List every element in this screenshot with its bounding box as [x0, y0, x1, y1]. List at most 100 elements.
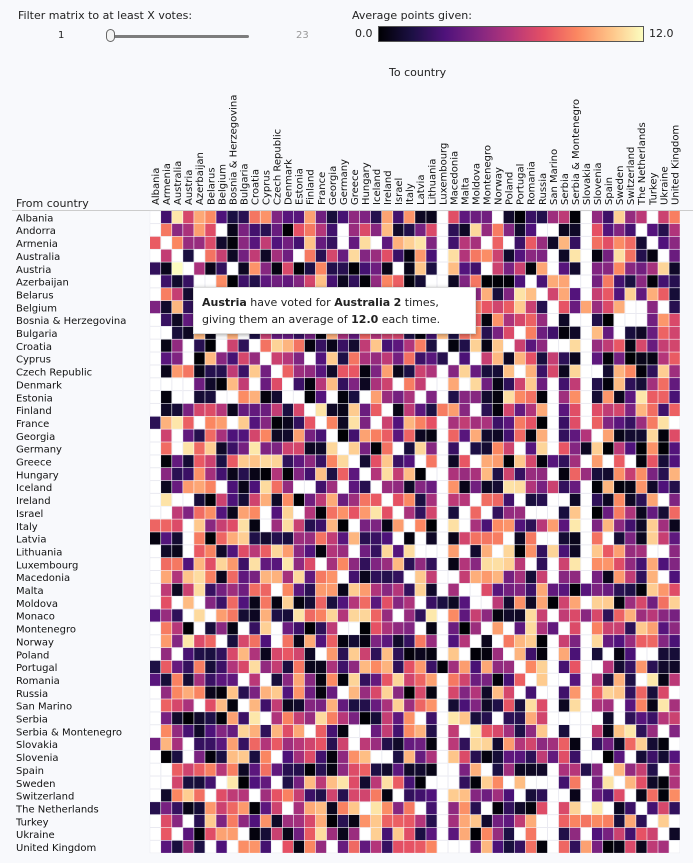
matrix-cell[interactable]: [658, 609, 669, 622]
matrix-cell[interactable]: [592, 635, 603, 648]
matrix-cell[interactable]: [647, 763, 658, 776]
matrix-cell[interactable]: [592, 506, 603, 519]
matrix-cell[interactable]: [249, 377, 261, 391]
matrix-cell[interactable]: [371, 211, 382, 224]
matrix-cell[interactable]: [669, 378, 680, 391]
matrix-cell[interactable]: [569, 609, 581, 622]
matrix-cell[interactable]: [337, 480, 349, 494]
matrix-cell[interactable]: [603, 622, 614, 635]
matrix-cell[interactable]: [183, 596, 194, 609]
matrix-cell[interactable]: [580, 223, 592, 237]
matrix-cell[interactable]: [547, 647, 559, 661]
matrix-cell[interactable]: [669, 429, 680, 442]
matrix-cell[interactable]: [382, 506, 393, 519]
matrix-cell[interactable]: [536, 827, 548, 841]
matrix-cell[interactable]: [558, 737, 570, 751]
matrix-cell[interactable]: [172, 622, 183, 635]
matrix-cell[interactable]: [371, 699, 382, 712]
matrix-cell[interactable]: [293, 493, 305, 506]
matrix-cell[interactable]: [149, 493, 161, 507]
matrix-cell[interactable]: [492, 686, 503, 699]
matrix-cell[interactable]: [580, 840, 592, 853]
matrix-cell[interactable]: [271, 236, 282, 249]
matrix-cell[interactable]: [614, 442, 625, 455]
matrix-cell[interactable]: [172, 570, 183, 584]
matrix-cell[interactable]: [503, 827, 515, 841]
matrix-cell[interactable]: [592, 776, 603, 789]
matrix-cell[interactable]: [547, 223, 559, 237]
matrix-cell[interactable]: [404, 480, 415, 494]
matrix-cell[interactable]: [149, 365, 161, 378]
matrix-cell[interactable]: [359, 211, 371, 224]
matrix-cell[interactable]: [415, 365, 426, 378]
matrix-cell[interactable]: [603, 313, 614, 327]
matrix-cell[interactable]: [558, 699, 570, 712]
matrix-cell[interactable]: [315, 211, 327, 224]
matrix-cell[interactable]: [315, 339, 327, 352]
matrix-cell[interactable]: [448, 776, 460, 789]
matrix-cell[interactable]: [337, 532, 349, 545]
matrix-cell[interactable]: [426, 390, 437, 404]
matrix-cell[interactable]: [393, 699, 404, 712]
matrix-cell[interactable]: [647, 519, 658, 532]
matrix-cell[interactable]: [437, 493, 448, 507]
matrix-cell[interactable]: [172, 262, 183, 275]
matrix-cell[interactable]: [547, 545, 559, 558]
matrix-cell[interactable]: [669, 390, 680, 404]
matrix-cell[interactable]: [337, 596, 349, 609]
matrix-cell[interactable]: [315, 570, 327, 584]
matrix-cell[interactable]: [293, 635, 305, 648]
matrix-cell[interactable]: [315, 673, 327, 686]
matrix-cell[interactable]: [625, 275, 636, 288]
matrix-cell[interactable]: [448, 763, 460, 776]
matrix-cell[interactable]: [636, 455, 647, 468]
matrix-cell[interactable]: [547, 416, 559, 430]
matrix-cell[interactable]: [371, 275, 382, 288]
matrix-cell[interactable]: [359, 506, 371, 519]
matrix-cell[interactable]: [503, 557, 515, 571]
matrix-cell[interactable]: [569, 699, 581, 712]
matrix-cell[interactable]: [205, 339, 216, 352]
matrix-cell[interactable]: [625, 403, 636, 416]
matrix-cell[interactable]: [238, 545, 249, 558]
matrix-cell[interactable]: [315, 635, 327, 648]
matrix-cell[interactable]: [182, 544, 194, 558]
matrix-cell[interactable]: [249, 545, 260, 558]
matrix-cell[interactable]: [437, 634, 448, 648]
matrix-cell[interactable]: [492, 532, 503, 545]
matrix-cell[interactable]: [216, 365, 227, 378]
matrix-cell[interactable]: [227, 545, 238, 558]
matrix-cell[interactable]: [558, 609, 570, 622]
matrix-cell[interactable]: [547, 750, 559, 763]
matrix-cell[interactable]: [536, 275, 548, 288]
matrix-cell[interactable]: [647, 596, 658, 609]
matrix-cell[interactable]: [371, 776, 382, 789]
matrix-cell[interactable]: [304, 750, 316, 763]
matrix-cell[interactable]: [558, 583, 570, 596]
matrix-cell[interactable]: [249, 776, 260, 789]
matrix-cell[interactable]: [669, 635, 680, 648]
matrix-cell[interactable]: [481, 442, 492, 455]
matrix-cell[interactable]: [271, 249, 282, 262]
matrix-cell[interactable]: [437, 750, 448, 764]
matrix-cell[interactable]: [636, 699, 647, 712]
matrix-cell[interactable]: [448, 262, 459, 275]
matrix-cell[interactable]: [669, 802, 680, 815]
matrix-cell[interactable]: [492, 378, 503, 391]
matrix-cell[interactable]: [580, 763, 592, 776]
matrix-cell[interactable]: [149, 544, 161, 558]
matrix-cell[interactable]: [503, 365, 515, 378]
matrix-cell[interactable]: [658, 686, 669, 699]
matrix-cell[interactable]: [149, 313, 161, 327]
matrix-cell[interactable]: [238, 480, 249, 494]
matrix-cell[interactable]: [359, 493, 371, 506]
matrix-cell[interactable]: [271, 532, 282, 545]
matrix-cell[interactable]: [592, 699, 603, 712]
matrix-cell[interactable]: [293, 532, 305, 545]
matrix-cell[interactable]: [359, 840, 371, 853]
matrix-cell[interactable]: [481, 532, 492, 545]
matrix-cell[interactable]: [227, 480, 238, 494]
matrix-cell[interactable]: [415, 262, 426, 275]
matrix-cell[interactable]: [536, 532, 548, 545]
matrix-cell[interactable]: [547, 789, 559, 802]
